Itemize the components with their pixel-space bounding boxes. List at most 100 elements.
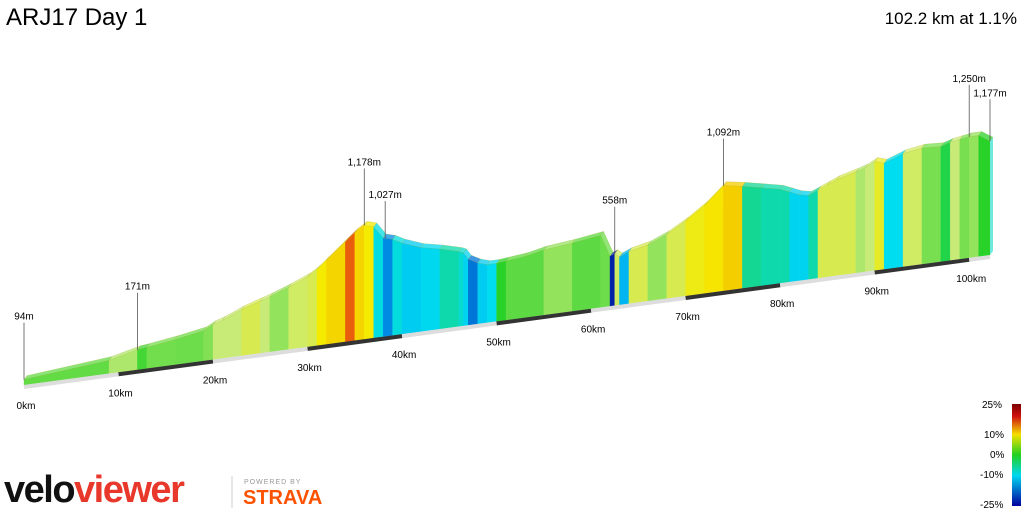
- profile-segment: [496, 260, 507, 322]
- legend-tick-0: 0%: [990, 450, 1005, 461]
- profile-segment: [950, 139, 960, 261]
- profile-faces: [23, 135, 991, 386]
- profile-segment: [969, 135, 979, 259]
- distance-gradient-summary: 102.2 km at 1.1%: [884, 9, 1017, 28]
- baseline-segment: [968, 255, 991, 262]
- elevation-annotation: 1,177m: [973, 88, 1006, 99]
- profile-segment: [827, 179, 838, 278]
- legend-tick-minus-25: -25%: [980, 500, 1003, 511]
- profile-segment: [137, 347, 148, 370]
- elevation-annotation: 1,178m: [348, 157, 381, 168]
- elevation-annotation: 1,027m: [368, 190, 401, 201]
- profile-segment: [439, 248, 459, 330]
- distance-tick-label: 100km: [956, 274, 986, 285]
- baseline-segment: [212, 346, 308, 364]
- baseline-segment: [874, 257, 970, 275]
- legend-tick-25: 25%: [982, 400, 1002, 411]
- profile-segment: [902, 147, 923, 267]
- distance-tick-label: 90km: [864, 287, 888, 298]
- distance-tick-label: 50km: [486, 337, 510, 348]
- baseline-segment: [590, 295, 686, 313]
- profile-segment: [212, 319, 223, 360]
- profile-segment: [761, 187, 781, 287]
- profile-segment: [647, 234, 667, 302]
- profile-segment: [316, 259, 327, 346]
- legend-tick-minus-10: -10%: [980, 470, 1003, 481]
- baseline-segment: [118, 359, 214, 377]
- profile-segment: [817, 184, 828, 279]
- distance-tick-label: 70km: [675, 312, 699, 323]
- baseline-segment: [401, 321, 497, 339]
- gradient-legend: 25% 10% 0% -10% -25%: [980, 400, 1021, 511]
- distance-tick-label: 0km: [17, 401, 36, 412]
- profile-end-cap: [990, 137, 993, 255]
- veloviewer-strava-logo: veloviewer POWERED BY STRAVA: [4, 469, 322, 511]
- profile-segment: [789, 191, 800, 283]
- profile-segment: [614, 253, 620, 306]
- profile-segment: [477, 262, 488, 325]
- profile-segment: [619, 251, 630, 306]
- elevation-annotation: 558m: [602, 196, 627, 207]
- profile-segment: [354, 225, 365, 341]
- profile-segment: [420, 247, 441, 332]
- profile-segment: [798, 194, 809, 281]
- profile-segment: [609, 253, 615, 307]
- profile-segment: [742, 186, 762, 289]
- logo-viewer: viewer: [74, 469, 185, 511]
- profile-segment: [288, 276, 308, 350]
- profile-segment: [808, 189, 819, 280]
- logo-strava: STRAVA: [243, 487, 322, 509]
- profile-segment: [364, 225, 374, 340]
- elevation-annotation: 171m: [125, 282, 150, 293]
- profile-segment: [855, 167, 866, 274]
- distance-tick-label: 40km: [392, 350, 416, 361]
- profile-segment: [628, 244, 649, 304]
- profile-segment: [978, 135, 991, 257]
- baseline-segment: [496, 308, 592, 326]
- profile-segment: [865, 161, 875, 273]
- profile-segment: [874, 161, 885, 271]
- profile-segment: [505, 256, 526, 321]
- profile-top-edges: [23, 131, 994, 380]
- baseline-segment: [307, 334, 403, 351]
- profile-segment: [940, 142, 951, 262]
- elevation-annotation: 1,092m: [707, 128, 740, 139]
- baseline-segment: [23, 372, 119, 389]
- logo-velo: velo: [4, 469, 74, 511]
- profile-segment: [382, 237, 393, 337]
- profile-segment: [524, 249, 545, 318]
- svg-text:veloviewer: veloviewer: [4, 469, 185, 511]
- profile-segment: [392, 239, 403, 336]
- profile-segment: [836, 171, 856, 276]
- profile-segment: [260, 296, 270, 354]
- distance-tick-label: 30km: [297, 363, 321, 374]
- profile-segment: [543, 242, 573, 316]
- profile-segment: [373, 226, 384, 339]
- profile-segment: [779, 188, 790, 284]
- profile-segment: [458, 251, 464, 327]
- baseline-segment: [685, 283, 781, 300]
- profile-segment: [463, 252, 469, 327]
- profile-segment: [401, 242, 422, 335]
- profile-segment: [468, 258, 478, 326]
- elevation-annotations: 94m 171m 1,178m 1,027m 558m 1,092m 1,250m 1,177…: [14, 74, 1007, 380]
- distance-tick-label: 10km: [108, 388, 132, 399]
- elevation-annotation: 94m: [14, 312, 33, 323]
- profile-segment: [723, 185, 743, 292]
- profile-baseline: [23, 255, 991, 389]
- profile-segment: [921, 146, 942, 265]
- legend-tick-10: 10%: [984, 430, 1004, 441]
- profile-segment: [307, 269, 318, 348]
- profile-segment: [959, 136, 970, 260]
- chart-title: ARJ17 Day 1: [6, 4, 148, 31]
- profile-segment: [572, 235, 601, 312]
- logo-powered-by: POWERED BY: [244, 479, 301, 486]
- distance-tick-label: 20km: [203, 376, 227, 387]
- distance-tick-label: 60km: [581, 325, 605, 336]
- profile-segment: [241, 300, 261, 356]
- profile-segment: [486, 263, 497, 323]
- profile-segment: [269, 287, 289, 353]
- profile-segment-top: [722, 181, 746, 187]
- profile-segment: [685, 204, 705, 297]
